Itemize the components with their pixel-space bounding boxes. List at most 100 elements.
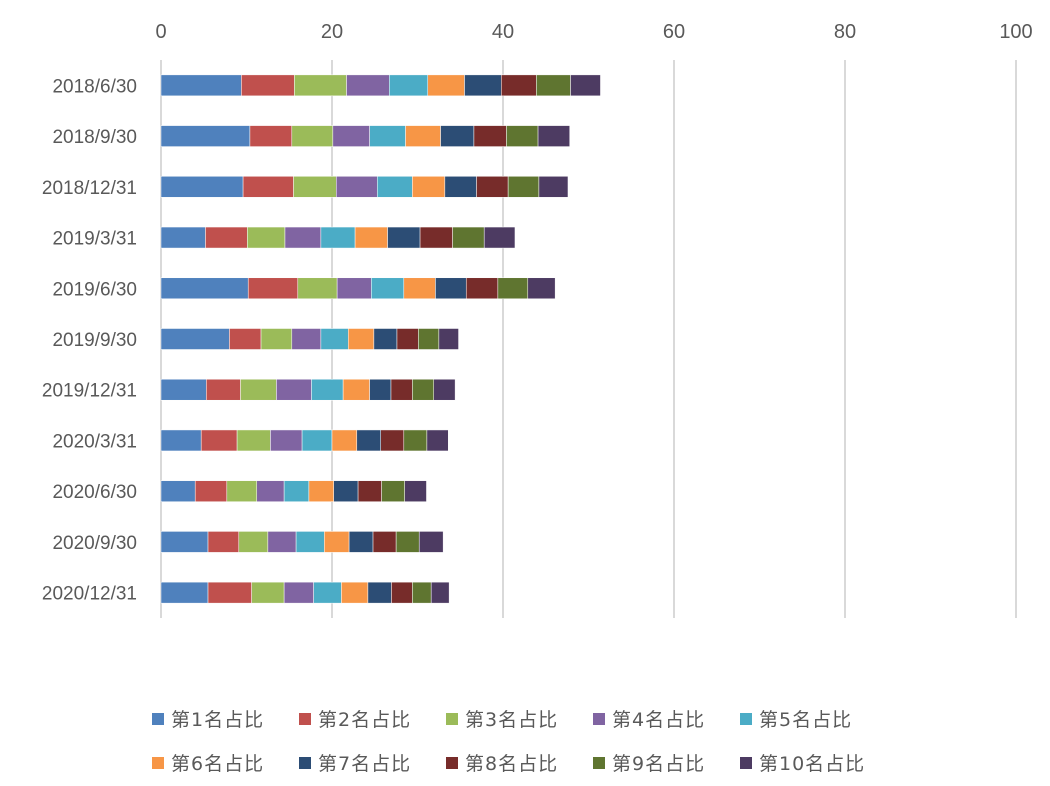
x-tick-label: 100 — [999, 21, 1032, 43]
bar-segment-3 — [294, 74, 347, 97]
category-label: 2019/9/30 — [52, 330, 137, 351]
bar-segment-4 — [346, 74, 390, 97]
bar-segment-8 — [357, 480, 382, 502]
category-label: 2018/12/31 — [42, 178, 137, 199]
bar-segment-2 — [247, 277, 299, 300]
bar-segment-3 — [240, 378, 277, 401]
category-label: 2020/3/31 — [52, 431, 137, 452]
legend-label: 第6名占比 — [171, 753, 264, 775]
bar-segment-3 — [291, 125, 334, 147]
legend-label: 第7名占比 — [318, 753, 411, 775]
category-label: 2020/6/30 — [52, 482, 137, 503]
bar-segment-8 — [419, 226, 453, 249]
bar-segment-6 — [308, 480, 334, 502]
legend-label: 第2名占比 — [318, 709, 411, 731]
bar-segment-9 — [497, 277, 529, 300]
legend-swatch — [299, 713, 311, 725]
bar-segment-7 — [373, 328, 398, 350]
bar-segment-4 — [283, 581, 314, 604]
bar-segment-8 — [390, 378, 413, 401]
bar-segment-10 — [538, 176, 569, 198]
bar-segment-2 — [194, 480, 228, 502]
bar-segment-3 — [247, 226, 286, 249]
x-tick-label: 80 — [834, 21, 856, 43]
bar-segment-9 — [418, 328, 440, 350]
bar-segment-6 — [342, 378, 370, 401]
bar-segment-3 — [236, 429, 271, 452]
legend-swatch — [446, 757, 458, 769]
bar-segment-1 — [160, 328, 230, 350]
bar-segment-9 — [412, 378, 434, 401]
bar-segment-10 — [404, 480, 427, 502]
bar-segment-1 — [160, 581, 209, 604]
bar-segment-1 — [160, 125, 251, 147]
legend-swatch — [593, 757, 605, 769]
bar-segment-10 — [438, 328, 459, 350]
bar-segment-8 — [380, 429, 405, 452]
legend-swatch — [152, 757, 164, 769]
bar-segment-7 — [464, 74, 502, 97]
category-label: 2018/9/30 — [52, 127, 137, 148]
bar-segment-6 — [427, 74, 465, 97]
bar-segment-8 — [501, 74, 537, 97]
bar-segment-1 — [160, 531, 209, 553]
bar-segment-2 — [229, 328, 262, 350]
bar-segment-7 — [369, 378, 392, 401]
bar-segment-1 — [160, 480, 196, 502]
bar-segment-1 — [160, 277, 249, 300]
legend-label: 第5名占比 — [759, 709, 852, 731]
bar-segment-4 — [291, 328, 322, 350]
bar-segment-8 — [476, 176, 509, 198]
bar-segment-4 — [336, 277, 372, 300]
bar-segment-10 — [430, 581, 450, 604]
category-label: 2020/12/31 — [42, 584, 137, 605]
bar-segment-4 — [336, 176, 378, 198]
bar-segment-6 — [331, 429, 358, 452]
bar-segment-2 — [207, 531, 240, 553]
bar-segment-9 — [536, 74, 571, 97]
bar-segment-6 — [403, 277, 436, 300]
bar-segment-7 — [440, 125, 475, 147]
bar-segment-7 — [435, 277, 467, 300]
bar-segment-8 — [473, 125, 507, 147]
bar-segment-5 — [389, 74, 429, 97]
legend-label: 第3名占比 — [465, 709, 558, 731]
bar-segment-7 — [356, 429, 381, 452]
bar-segment-10 — [527, 277, 556, 300]
bar-segment-1 — [160, 176, 244, 198]
legend-swatch — [740, 757, 752, 769]
legend-label: 第4名占比 — [612, 709, 705, 731]
bar-segment-3 — [251, 581, 285, 604]
bar-segment-8 — [372, 531, 397, 553]
bar-segment-4 — [284, 226, 322, 249]
bar-segment-10 — [483, 226, 516, 249]
gridlines — [160, 60, 1017, 618]
category-label: 2019/3/31 — [52, 229, 137, 250]
bar-segment-5 — [311, 378, 344, 401]
bar-segment-4 — [332, 125, 370, 147]
bar-segment-5 — [369, 125, 406, 147]
bar-segment-3 — [297, 277, 338, 300]
bar-segment-6 — [341, 581, 369, 604]
bar-segment-10 — [426, 429, 449, 452]
bar-segment-5 — [295, 531, 325, 553]
bar-segment-8 — [396, 328, 419, 350]
bar-segment-10 — [433, 378, 456, 401]
bar-segment-9 — [507, 176, 540, 198]
bar-segment-1 — [160, 378, 207, 401]
bar-segment-7 — [333, 480, 359, 502]
x-tick-label: 40 — [492, 21, 514, 43]
legend-swatch — [740, 713, 752, 725]
bar-segment-4 — [256, 480, 285, 502]
bar-segment-7 — [348, 531, 374, 553]
category-label: 2020/9/30 — [52, 533, 137, 554]
bar-segment-10 — [570, 74, 601, 97]
bar-segment-5 — [377, 176, 413, 198]
x-tick-label: 60 — [663, 21, 685, 43]
legend-label: 第9名占比 — [612, 753, 705, 775]
legend-label: 第10名占比 — [759, 753, 865, 775]
bar-segment-9 — [403, 429, 428, 452]
bar-segment-8 — [391, 581, 413, 604]
bar-segment-5 — [283, 480, 310, 502]
